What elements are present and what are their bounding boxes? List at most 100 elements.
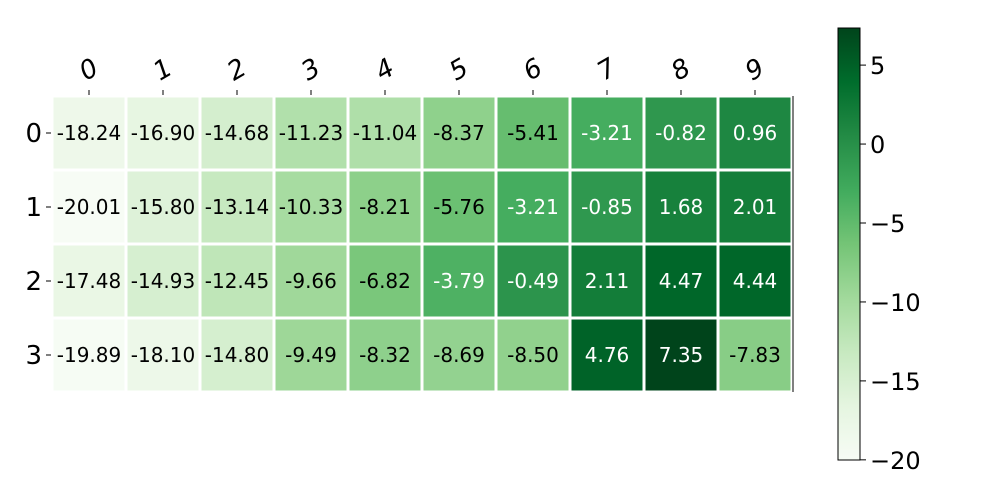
heatmap-cell-r2-c4 — [349, 245, 421, 317]
cell-value-label-r2-c4: -6.82 — [359, 269, 411, 293]
heatmap-cell-r3-c4 — [349, 319, 421, 391]
cell-value-label-r0-c9: 0.96 — [733, 121, 778, 145]
x-tick-label-2: 2 — [222, 53, 251, 87]
heatmap-cell-r0-c5 — [423, 97, 495, 169]
cell-value-label-r2-c2: -12.45 — [205, 269, 269, 293]
cell-value-label-r1-c0: -20.01 — [57, 195, 121, 219]
x-tick-label-8: 8 — [666, 53, 695, 87]
heatmap-cell-r0-c9 — [719, 97, 791, 169]
heatmap-cell-r0-c8 — [645, 97, 717, 169]
cell-value-label-r0-c2: -14.68 — [205, 121, 269, 145]
cell-value-label-r1-c8: 1.68 — [659, 195, 704, 219]
cell-value-label-r3-c1: -18.10 — [131, 343, 195, 367]
cell-value-label-r1-c6: -3.21 — [507, 195, 559, 219]
heatmap-cell-r2-c2 — [201, 245, 273, 317]
heatmap-cell-r1-c4 — [349, 171, 421, 243]
x-tick-label-5: 5 — [444, 53, 473, 87]
heatmap-cell-r3-c2 — [201, 319, 273, 391]
cell-value-label-r2-c5: -3.79 — [433, 269, 485, 293]
cell-value-label-r0-c7: -3.21 — [581, 121, 633, 145]
heatmap-cell-r2-c5 — [423, 245, 495, 317]
colorbar-tick-label-0: 5 — [870, 52, 885, 80]
x-tick-label-3: 3 — [296, 53, 325, 87]
colorbar: 5 0 −5 −10 −15 −20 — [837, 27, 921, 475]
cell-value-label-r1-c5: -5.76 — [433, 195, 485, 219]
cell-value-label-r1-c1: -15.80 — [131, 195, 195, 219]
heatmap-cell-r1-c6 — [497, 171, 569, 243]
heatmap-cell-r1-c3 — [275, 171, 347, 243]
x-tick-label-6: 6 — [518, 53, 547, 87]
heatmap-cell-r2-c9 — [719, 245, 791, 317]
heatmap-cell-r2-c3 — [275, 245, 347, 317]
heatmap-cell-r1-c0 — [53, 171, 125, 243]
heatmap-cell-r2-c0 — [53, 245, 125, 317]
heatmap-cell-r0-c2 — [201, 97, 273, 169]
colorbar-tick-label-5: −20 — [870, 447, 921, 475]
colorbar-gradient — [837, 27, 861, 461]
heatmap-cell-r3-c6 — [497, 319, 569, 391]
x-tick-labels: 0 1 2 3 4 5 6 7 8 9 — [74, 53, 770, 95]
y-tick-label-3: 3 — [25, 341, 42, 371]
heatmap-cell-r0-c3 — [275, 97, 347, 169]
y-tick-labels: 0 1 2 3 — [25, 96, 794, 392]
heatmap-cell-r2-c7 — [571, 245, 643, 317]
cell-value-label-r2-c1: -14.93 — [131, 269, 195, 293]
heatmap-cell-r1-c2 — [201, 171, 273, 243]
heatmap-cell-r3-c5 — [423, 319, 495, 391]
cell-value-label-r0-c1: -16.90 — [131, 121, 195, 145]
cell-value-label-r2-c8: 4.47 — [659, 269, 704, 293]
cell-value-label-r0-c6: -5.41 — [507, 121, 559, 145]
cell-value-label-r1-c2: -13.14 — [205, 195, 269, 219]
heatmap-cell-r1-c5 — [423, 171, 495, 243]
heatmap-cell-r3-c8 — [645, 319, 717, 391]
cell-value-label-r3-c4: -8.32 — [359, 343, 411, 367]
x-tick-label-9: 9 — [740, 53, 769, 87]
cell-value-label-r3-c5: -8.69 — [433, 343, 485, 367]
heatmap-cell-r3-c0 — [53, 319, 125, 391]
heatmap-cell-r0-c6 — [497, 97, 569, 169]
y-tick-label-0: 0 — [25, 119, 42, 149]
colorbar-tick-label-4: −15 — [870, 368, 921, 396]
cell-value-label-r3-c0: -19.89 — [57, 343, 121, 367]
heatmap-cell-r0-c0 — [53, 97, 125, 169]
heatmap-cell-r1-c9 — [719, 171, 791, 243]
heatmap-cell-r0-c1 — [127, 97, 199, 169]
heatmap-cell-r1-c8 — [645, 171, 717, 243]
cell-value-label-r1-c9: 2.01 — [733, 195, 778, 219]
cell-value-label-r3-c7: 4.76 — [585, 343, 630, 367]
heatmap-cell-r3-c1 — [127, 319, 199, 391]
x-tick-label-4: 4 — [370, 53, 399, 87]
heatmap-cell-r0-c7 — [571, 97, 643, 169]
heatmap-cell-r1-c1 — [127, 171, 199, 243]
cell-value-label-r0-c0: -18.24 — [57, 121, 121, 145]
heatmap-cell-r2-c6 — [497, 245, 569, 317]
cell-value-label-r0-c8: -0.82 — [655, 121, 707, 145]
heatmap-cell-r1-c7 — [571, 171, 643, 243]
y-tick-label-2: 2 — [25, 267, 42, 297]
cell-value-label-r0-c5: -8.37 — [433, 121, 485, 145]
y-tick-label-1: 1 — [25, 193, 42, 223]
cell-value-label-r2-c3: -9.66 — [285, 269, 337, 293]
x-tick-label-1: 1 — [148, 53, 177, 87]
cell-value-label-r3-c6: -8.50 — [507, 343, 559, 367]
cell-value-label-r3-c9: -7.83 — [729, 343, 781, 367]
heatmap-cell-r3-c7 — [571, 319, 643, 391]
heatmap-cell-r3-c3 — [275, 319, 347, 391]
heatmap-cell-r3-c9 — [719, 319, 791, 391]
cell-value-label-r1-c7: -0.85 — [581, 195, 633, 219]
heatmap-cells: -18.24 -16.90 -14.68 -11.23 -11.04 -8.37 -5.41… — [53, 97, 791, 391]
cell-value-label-r2-c0: -17.48 — [57, 269, 121, 293]
cell-value-label-r3-c3: -9.49 — [285, 343, 337, 367]
x-tick-label-7: 7 — [592, 53, 622, 87]
colorbar-tick-label-1: 0 — [870, 131, 885, 159]
cell-value-label-r2-c7: 2.11 — [585, 269, 630, 293]
cell-value-label-r1-c4: -8.21 — [359, 195, 411, 219]
cell-value-label-r3-c8: 7.35 — [659, 343, 704, 367]
cell-value-label-r0-c4: -11.04 — [353, 121, 417, 145]
heatmap-cell-r2-c8 — [645, 245, 717, 317]
cell-value-label-r2-c6: -0.49 — [507, 269, 559, 293]
colorbar-tick-label-3: −10 — [870, 289, 921, 317]
cell-value-label-r0-c3: -11.23 — [279, 121, 343, 145]
heatmap-cell-r2-c1 — [127, 245, 199, 317]
